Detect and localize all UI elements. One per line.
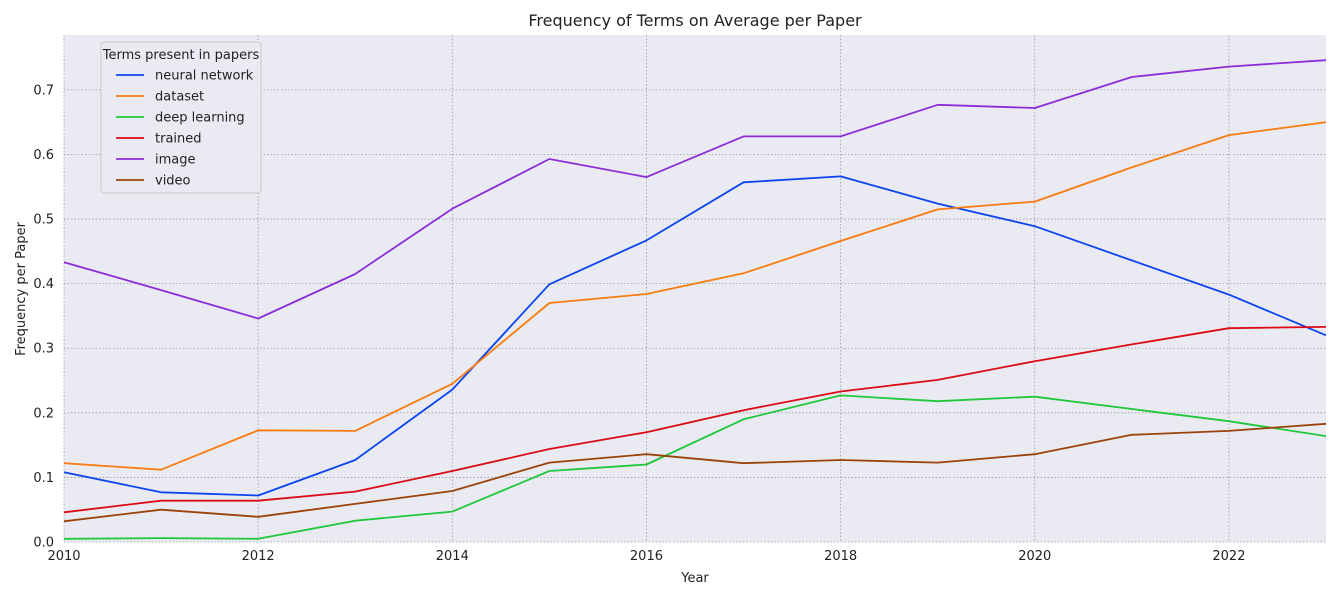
x-tick-label: 2022 [1212, 549, 1245, 564]
chart-title: Frequency of Terms on Average per Paper [528, 11, 862, 30]
y-axis-label: Frequency per Paper [14, 221, 29, 355]
series-line-neural-network [63, 175, 1327, 497]
legend-box [100, 41, 262, 194]
legend-label: deep learning [155, 111, 245, 126]
y-tick-label: 0.1 [33, 471, 54, 486]
series-line-trained [63, 326, 1327, 514]
y-tick-label: 0.7 [33, 83, 54, 98]
y-tick-label: 0.3 [33, 342, 54, 357]
y-tick-label: 0.4 [33, 277, 54, 292]
legend-title: Terms present in papers [102, 48, 260, 63]
plot-area [64, 35, 1326, 542]
legend-label: dataset [155, 90, 204, 105]
series-line-video [63, 422, 1327, 523]
x-tick-label: 2010 [47, 549, 80, 564]
x-tick-label: 2012 [242, 549, 275, 564]
x-axis-label: Year [680, 571, 709, 586]
y-tick-label: 0.5 [33, 213, 54, 228]
series-line-deep-learning [63, 394, 1327, 540]
x-axis-ticks: 2010 2012 2014 2016 2018 2020 2022 [47, 549, 1245, 564]
x-tick-label: 2014 [436, 549, 469, 564]
legend-label: neural network [155, 69, 254, 84]
series-line-dataset [63, 121, 1327, 471]
y-tick-label: 0.6 [33, 148, 54, 163]
series-lines [63, 59, 1327, 540]
x-tick-label: 2018 [824, 549, 857, 564]
legend-label: image [155, 153, 196, 168]
y-axis-ticks: 0.0 0.1 0.2 0.3 0.4 0.5 0.6 0.7 [33, 83, 54, 550]
x-tick-label: 2016 [630, 549, 663, 564]
legend: Terms present in papers neural network da… [100, 41, 262, 194]
legend-label: trained [155, 132, 202, 147]
y-tick-label: 0.2 [33, 406, 54, 421]
grid [63, 35, 1326, 543]
legend-label: video [155, 174, 191, 189]
y-tick-label: 0.0 [33, 536, 54, 551]
x-tick-label: 2020 [1018, 549, 1051, 564]
series-line-image [63, 59, 1327, 320]
